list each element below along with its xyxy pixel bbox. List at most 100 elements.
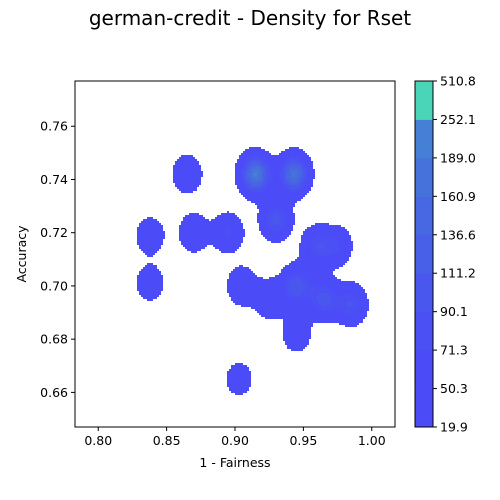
density-cell xyxy=(151,293,153,295)
density-cell xyxy=(251,285,253,287)
density-cell xyxy=(311,303,313,305)
density-cell xyxy=(333,229,335,231)
density-cell xyxy=(245,287,247,289)
density-cell xyxy=(141,233,143,235)
density-cell xyxy=(253,169,255,171)
density-cell xyxy=(235,287,237,289)
density-cell xyxy=(205,237,207,239)
density-cell xyxy=(273,311,275,313)
density-cell xyxy=(239,269,241,271)
density-cell xyxy=(241,363,243,365)
density-cell xyxy=(195,243,197,245)
density-cell xyxy=(303,257,305,259)
density-cell xyxy=(243,155,245,157)
density-cell xyxy=(191,175,193,177)
density-cell xyxy=(343,323,345,325)
density-cell xyxy=(347,317,349,319)
density-cell xyxy=(287,211,289,213)
density-cell xyxy=(295,347,297,349)
density-cell xyxy=(231,387,233,389)
density-cell xyxy=(265,223,267,225)
density-cell xyxy=(251,169,253,171)
density-cell xyxy=(269,177,271,179)
density-cell xyxy=(355,307,357,309)
density-cell xyxy=(155,291,157,293)
density-cell xyxy=(311,325,313,327)
density-cell xyxy=(291,335,293,337)
density-cell xyxy=(139,291,141,293)
density-cell xyxy=(345,299,347,301)
density-cell xyxy=(265,155,267,157)
density-cell xyxy=(227,221,229,223)
density-cell xyxy=(305,279,307,281)
density-cell xyxy=(241,237,243,239)
density-cell xyxy=(153,245,155,247)
density-cell xyxy=(245,171,247,173)
density-cell xyxy=(147,223,149,225)
density-cell xyxy=(279,229,281,231)
density-cell xyxy=(337,283,339,285)
density-cell xyxy=(225,249,227,251)
density-cell xyxy=(285,199,287,201)
density-cell xyxy=(235,285,237,287)
density-cell xyxy=(305,333,307,335)
density-cell xyxy=(281,303,283,305)
density-cell xyxy=(299,177,301,179)
density-cell xyxy=(305,175,307,177)
density-cell xyxy=(307,339,309,341)
density-cell xyxy=(307,309,309,311)
density-cell xyxy=(349,281,351,283)
density-cell xyxy=(351,293,353,295)
density-cell xyxy=(325,229,327,231)
density-cell xyxy=(249,385,251,387)
density-cell xyxy=(283,299,285,301)
density-cell xyxy=(309,297,311,299)
density-cell xyxy=(159,241,161,243)
density-cell xyxy=(271,159,273,161)
density-cell xyxy=(321,231,323,233)
density-cell xyxy=(333,283,335,285)
density-cell xyxy=(367,305,369,307)
density-cell xyxy=(219,233,221,235)
density-cell xyxy=(273,317,275,319)
density-cell xyxy=(191,251,193,253)
density-cell xyxy=(245,299,247,301)
density-cell xyxy=(323,297,325,299)
density-cell xyxy=(207,225,209,227)
density-cell xyxy=(177,167,179,169)
density-cell xyxy=(305,331,307,333)
density-cell xyxy=(291,285,293,287)
density-cell xyxy=(285,165,287,167)
density-cell xyxy=(333,275,335,277)
density-cell xyxy=(351,249,353,251)
density-cell xyxy=(273,309,275,311)
density-cell xyxy=(255,277,257,279)
density-cell xyxy=(279,189,281,191)
density-cell xyxy=(305,253,307,255)
density-cell xyxy=(191,237,193,239)
density-cell xyxy=(191,155,193,157)
density-cell xyxy=(291,341,293,343)
density-cell xyxy=(265,199,267,201)
density-cell xyxy=(273,203,275,205)
density-cell xyxy=(259,311,261,313)
density-cell xyxy=(151,243,153,245)
density-cell xyxy=(267,283,269,285)
density-cell xyxy=(315,243,317,245)
density-cell xyxy=(271,169,273,171)
density-cell xyxy=(267,197,269,199)
density-cell xyxy=(265,229,267,231)
density-cell xyxy=(329,247,331,249)
density-cell xyxy=(293,157,295,159)
density-cell xyxy=(237,225,239,227)
density-cell xyxy=(151,255,153,257)
density-cell xyxy=(303,289,305,291)
density-cell xyxy=(257,277,259,279)
density-cell xyxy=(325,289,327,291)
density-cell xyxy=(289,283,291,285)
density-cell xyxy=(305,165,307,167)
density-cell xyxy=(309,313,311,315)
density-cell xyxy=(279,275,281,277)
colorbar-tick-label: 50.3 xyxy=(440,381,468,396)
density-cell xyxy=(299,303,301,305)
